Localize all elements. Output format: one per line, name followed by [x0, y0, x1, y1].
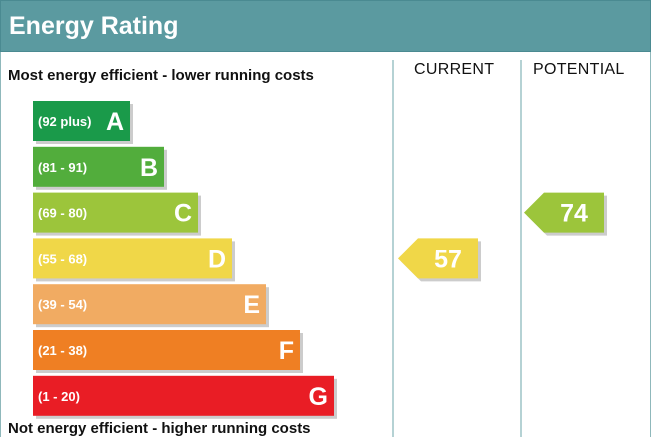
current-column-header: CURRENT — [414, 61, 495, 78]
current-rating-arrow — [398, 238, 478, 279]
bottom-caption: Not energy efficient - higher running co… — [8, 420, 311, 437]
band-f-range: (21 - 38) — [38, 343, 87, 358]
band-b-range: (81 - 91) — [38, 160, 87, 175]
potential-column-header: POTENTIAL — [533, 61, 625, 78]
band-g-letter: G — [309, 383, 328, 411]
page-title: Energy Rating — [9, 12, 179, 40]
band-g-range: (1 - 20) — [38, 389, 80, 404]
band-c-letter: C — [174, 200, 192, 228]
band-b-bar — [33, 146, 164, 187]
band-e-bar — [33, 284, 266, 325]
band-a-letter: A — [106, 108, 124, 136]
band-d-range: (55 - 68) — [38, 251, 87, 266]
band-a-range: (92 plus) — [38, 114, 91, 129]
potential-rating-arrow — [524, 192, 604, 233]
potential-column-divider — [520, 60, 522, 437]
band-d-bar — [33, 238, 232, 279]
header-bar: Energy Rating — [0, 0, 651, 52]
potential-rating-value: 74 — [560, 200, 588, 228]
band-a-bar — [33, 101, 130, 141]
band-g-bar — [33, 375, 334, 416]
band-f-bar — [33, 330, 300, 370]
current-column-divider — [392, 60, 394, 437]
band-c-bar — [33, 192, 198, 233]
band-c-range: (69 - 80) — [38, 206, 87, 221]
band-d-letter: D — [208, 245, 226, 273]
top-caption: Most energy efficient - lower running co… — [8, 67, 314, 84]
band-e-range: (39 - 54) — [38, 297, 87, 312]
band-e-letter: E — [243, 291, 260, 319]
band-f-letter: F — [279, 337, 294, 365]
chart-frame — [0, 52, 651, 437]
current-rating-value: 57 — [434, 245, 462, 273]
band-b-letter: B — [140, 154, 158, 182]
